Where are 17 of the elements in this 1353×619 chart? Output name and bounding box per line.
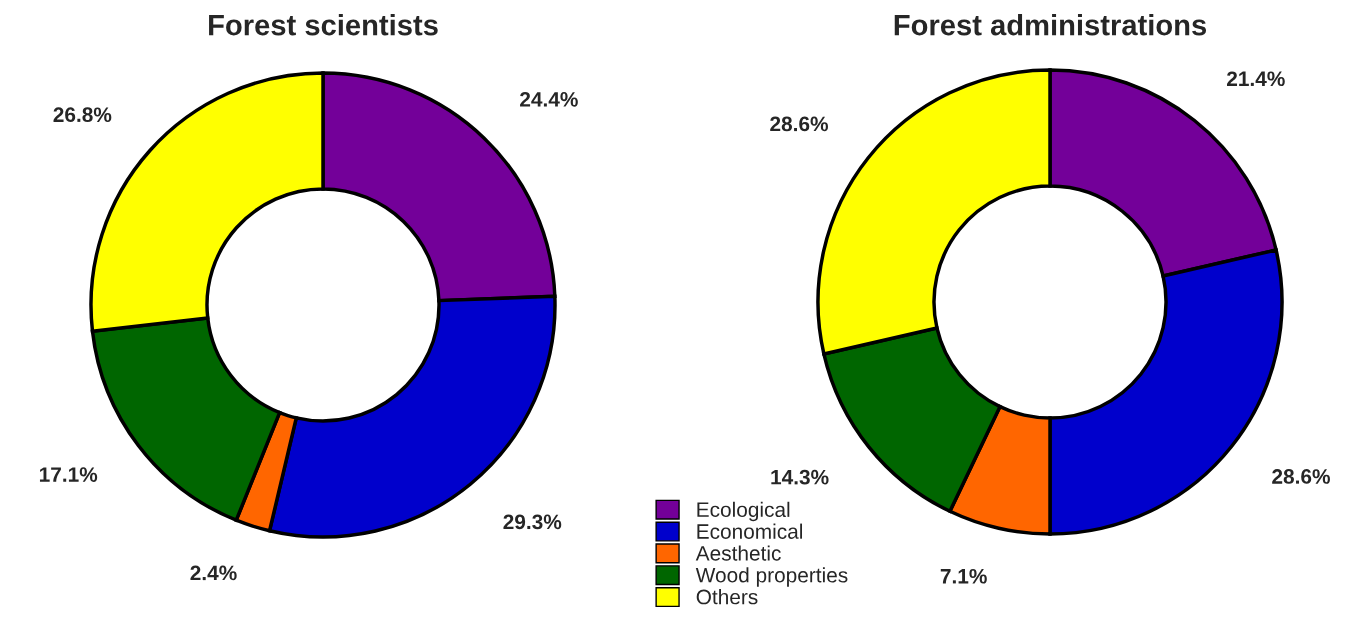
legend-label: Aesthetic [695,545,781,561]
data-label: 26.8% [53,107,112,123]
data-label: 21.4% [1227,71,1285,87]
legend-label: Economical [697,523,803,539]
chart-title: Forest scientists [209,14,438,36]
data-label: 14.3% [771,469,829,485]
legend-label: Ecological [697,501,790,522]
data-label: 24.4% [520,91,578,107]
chart-title: Forest administrations [894,14,1207,36]
data-label: 28.6% [770,116,829,132]
data-label: 28.6% [1272,469,1330,484]
legend-label: Others [696,589,758,605]
data-label: 2.4% [190,565,237,581]
data-label: 7.1% [940,568,987,584]
data-label: 29.3% [503,514,562,530]
legend-label: Wood properties [695,567,848,587]
data-label: 17.1% [39,467,98,482]
